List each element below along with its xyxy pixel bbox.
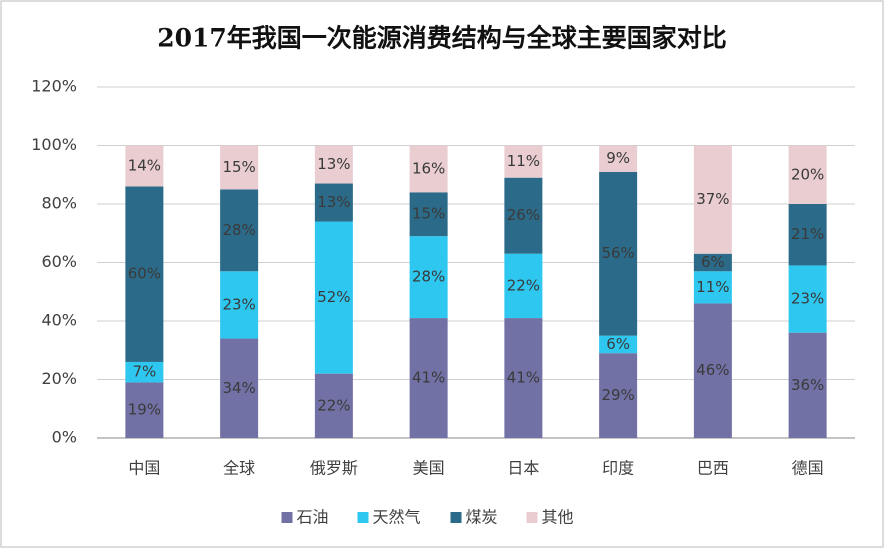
- value-label: 19%: [128, 401, 161, 419]
- value-label: 52%: [317, 288, 350, 306]
- value-label: 20%: [791, 165, 824, 183]
- bar-segment: [220, 338, 259, 438]
- value-label: 23%: [791, 290, 824, 308]
- bar-segment: [409, 192, 448, 237]
- value-label: 16%: [412, 159, 445, 177]
- value-label: 26%: [507, 206, 540, 224]
- value-label: 28%: [412, 268, 445, 286]
- bar-segment: [788, 265, 827, 333]
- legend-swatch: [526, 512, 538, 523]
- value-label: 28%: [222, 221, 255, 239]
- bar-segment: [409, 318, 448, 438]
- legend-label: 石油: [297, 508, 329, 527]
- x-tick-label: 中国: [128, 459, 160, 478]
- bar-segment: [599, 145, 638, 172]
- bar-segment: [504, 253, 543, 319]
- bar-segment: [693, 303, 732, 438]
- legend-label: 煤炭: [466, 508, 498, 527]
- legend-swatch: [357, 512, 369, 523]
- y-tick-label: 100%: [31, 135, 77, 154]
- bar-segment: [314, 221, 353, 374]
- value-label: 9%: [606, 149, 630, 167]
- bar-segment: [599, 335, 638, 354]
- bar-segment: [504, 177, 543, 254]
- chart-title: 2017年我国一次能源消费结构与全球主要国家对比: [157, 24, 727, 53]
- value-label: 13%: [317, 193, 350, 211]
- y-tick-label: 60%: [41, 252, 77, 271]
- value-label: 36%: [791, 376, 824, 394]
- x-tick-label: 巴西: [697, 459, 729, 478]
- value-label: 46%: [696, 361, 729, 379]
- x-tick-label: 日本: [507, 459, 539, 478]
- value-label: 15%: [412, 205, 445, 223]
- value-label: 22%: [507, 276, 540, 294]
- legend-label: 其他: [542, 508, 574, 527]
- value-label: 23%: [222, 295, 255, 313]
- bar-segment: [693, 271, 732, 304]
- bar-segment: [220, 189, 259, 272]
- bar-segment: [409, 145, 448, 193]
- bar-segment: [504, 318, 543, 438]
- legend-swatch: [281, 512, 293, 523]
- value-label: 6%: [701, 253, 725, 271]
- value-label: 6%: [606, 335, 630, 353]
- bar-segment: [788, 145, 827, 204]
- value-label: 37%: [696, 190, 729, 208]
- bar-segment: [693, 145, 732, 254]
- value-label: 7%: [132, 363, 156, 381]
- legend-label: 天然气: [373, 508, 421, 527]
- x-tick-label: 德国: [792, 459, 824, 478]
- bar-segment: [788, 332, 827, 438]
- bar-segment: [693, 253, 732, 272]
- value-label: 11%: [507, 152, 540, 170]
- x-tick-label: 印度: [602, 459, 634, 478]
- bar-segment: [409, 236, 448, 319]
- bar-segment: [788, 204, 827, 266]
- bar-segment: [314, 145, 353, 184]
- value-label: 14%: [128, 156, 161, 174]
- y-tick-label: 80%: [41, 194, 77, 213]
- value-label: 34%: [222, 379, 255, 397]
- y-tick-label: 120%: [31, 77, 77, 96]
- x-tick-label: 全球: [223, 459, 255, 478]
- x-tick-label: 俄罗斯: [310, 459, 358, 478]
- value-label: 41%: [412, 369, 445, 387]
- bar-segment: [314, 183, 353, 222]
- y-tick-label: 0%: [52, 428, 77, 447]
- y-tick-label: 20%: [41, 369, 77, 388]
- bar-segment: [125, 145, 164, 187]
- legend-swatch: [450, 512, 462, 523]
- value-label: 11%: [696, 278, 729, 296]
- value-label: 60%: [128, 265, 161, 283]
- value-label: 41%: [507, 369, 540, 387]
- value-label: 15%: [222, 158, 255, 176]
- bar-segment: [125, 186, 164, 362]
- bar-segment: [314, 373, 353, 438]
- value-label: 22%: [317, 396, 350, 414]
- x-tick-label: 美国: [413, 459, 445, 478]
- bar-segment: [220, 145, 259, 190]
- bar-segment: [599, 353, 638, 438]
- bar-segment: [220, 271, 259, 339]
- y-tick-label: 40%: [41, 311, 77, 330]
- bar-segment: [599, 171, 638, 336]
- bar-segment: [125, 382, 164, 438]
- value-label: 56%: [601, 244, 634, 262]
- bar-segment: [504, 145, 543, 178]
- value-label: 21%: [791, 225, 824, 243]
- value-label: 13%: [317, 155, 350, 173]
- bar-segment: [125, 361, 164, 383]
- value-label: 29%: [601, 386, 634, 404]
